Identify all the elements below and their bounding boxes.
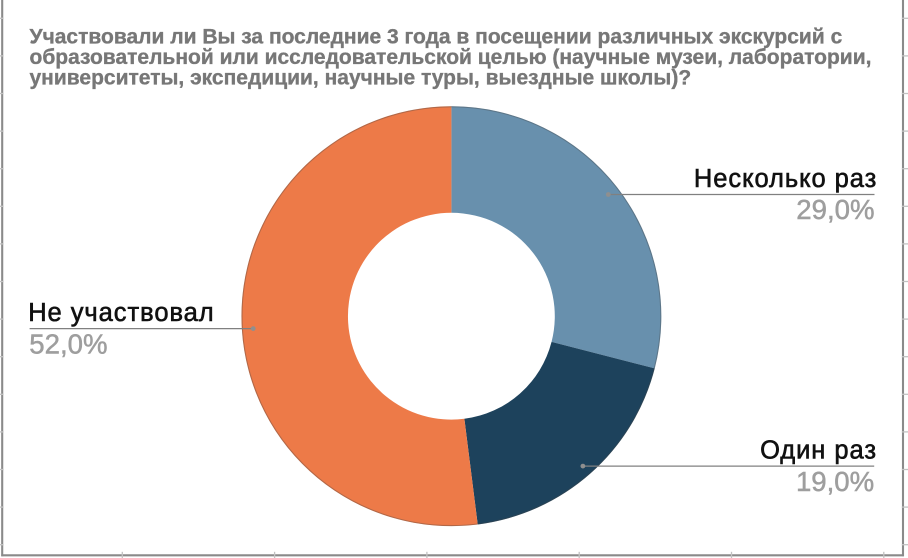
svg-text:Несколько раз: Несколько раз: [694, 165, 877, 193]
svg-text:Один раз: Один раз: [760, 437, 877, 465]
svg-text:19,0%: 19,0%: [796, 466, 874, 497]
svg-text:29,0%: 29,0%: [796, 194, 874, 225]
svg-text:университеты, экспедиции, науч: университеты, экспедиции, научные туры, …: [30, 67, 692, 90]
svg-text:52,0%: 52,0%: [29, 328, 107, 359]
svg-text:Не участвовал: Не участвовал: [28, 299, 214, 327]
svg-text:Участвовали ли Вы за последние: Участвовали ли Вы за последние 3 года в …: [30, 25, 843, 48]
svg-text:образовательной или исследоват: образовательной или исследовательской це…: [30, 46, 872, 69]
